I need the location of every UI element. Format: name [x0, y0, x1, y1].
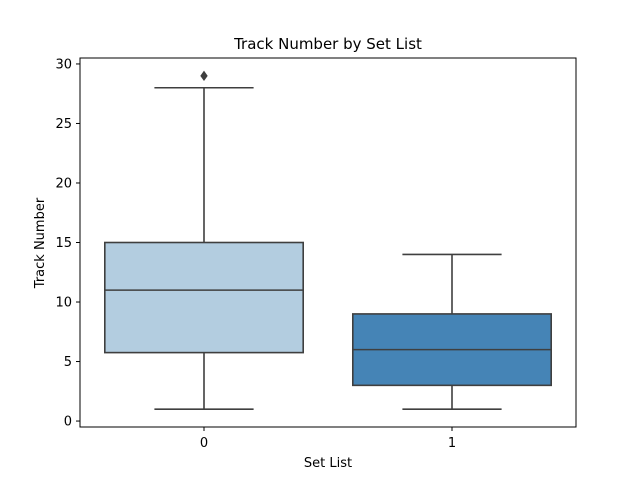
y-axis-label: Track Number [33, 197, 48, 289]
plot-area [79, 57, 577, 428]
y-tick-label: 5 [64, 355, 72, 370]
y-tick-label: 25 [55, 117, 72, 132]
box-group-1 [351, 253, 552, 410]
box-iqr [104, 241, 304, 354]
y-tick-label: 15 [55, 236, 72, 251]
y-axis: 0 5 10 15 20 25 30 [55, 57, 80, 430]
chart-title: Track Number by Set List [233, 35, 422, 53]
y-tick-label: 30 [55, 57, 72, 72]
y-tick-label: 0 [64, 415, 72, 430]
outlier-point [200, 70, 208, 82]
x-tick-label: 1 [448, 436, 456, 451]
y-tick-label: 20 [55, 176, 72, 191]
box-group-0 [104, 70, 304, 410]
y-tick-label: 10 [55, 296, 72, 311]
x-axis-label: Set List [304, 456, 352, 471]
x-tick-label: 0 [200, 436, 208, 451]
